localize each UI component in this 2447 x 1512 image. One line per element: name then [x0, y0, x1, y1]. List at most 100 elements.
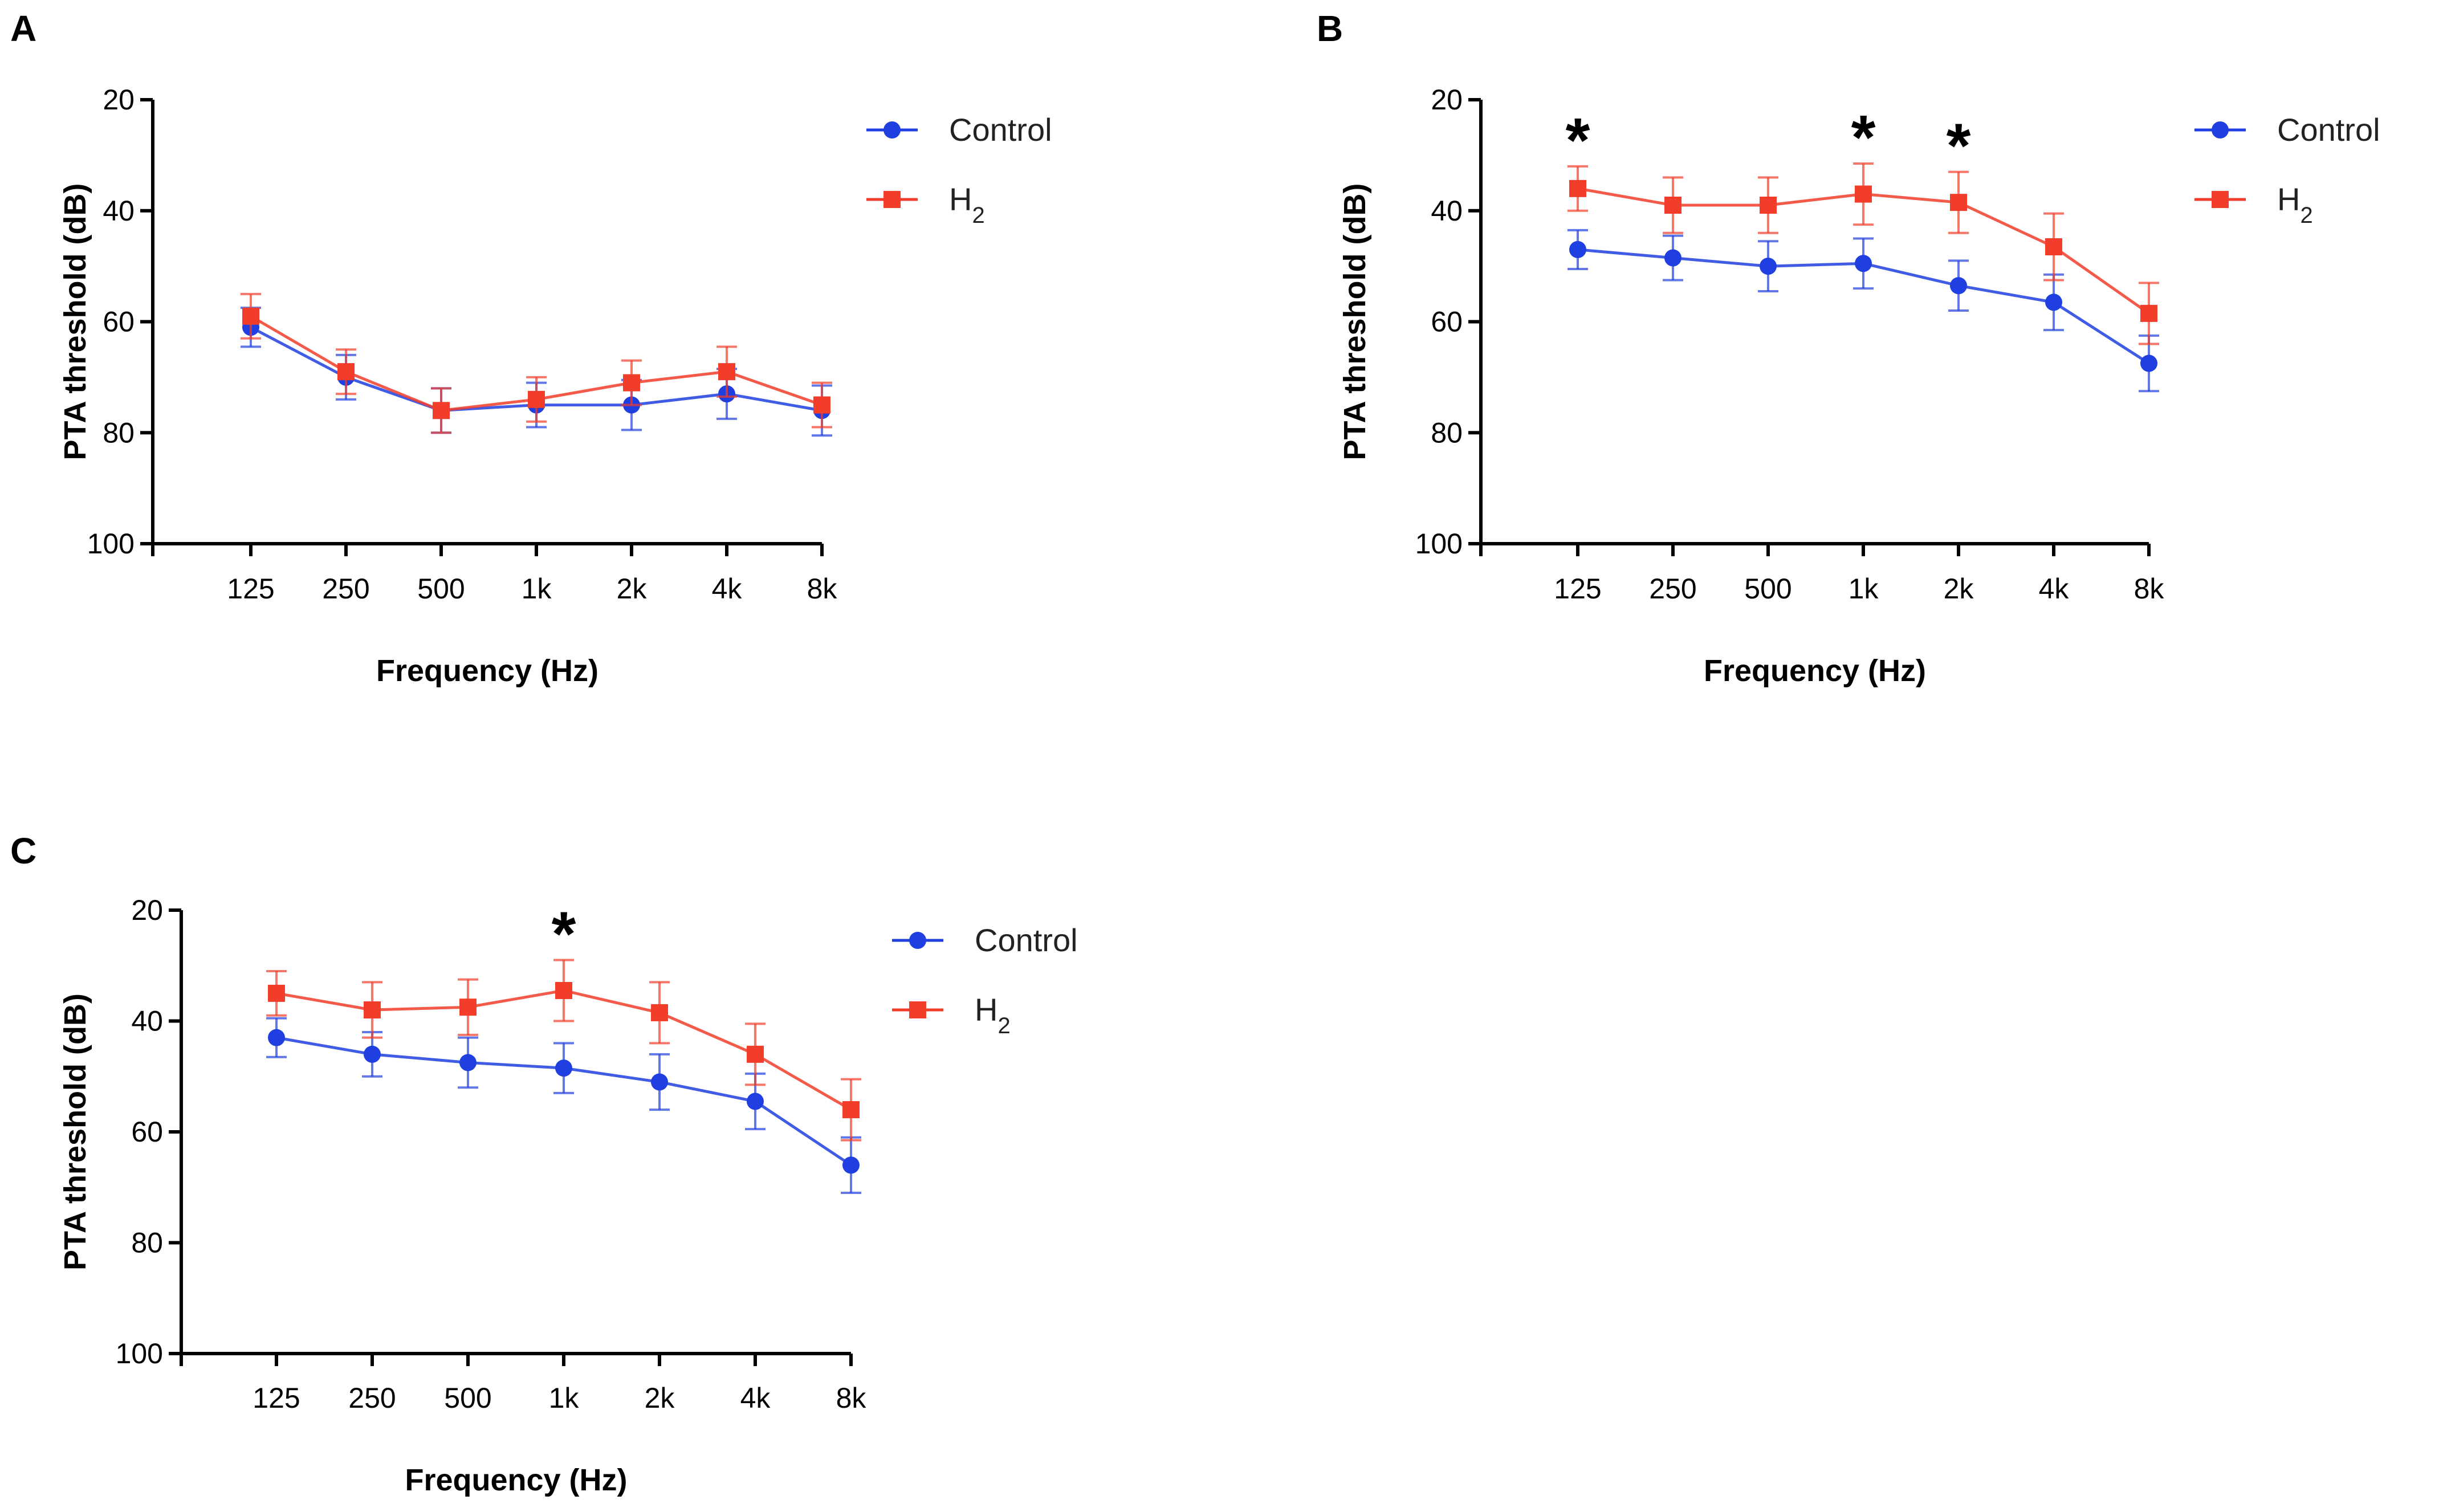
data-point — [528, 390, 545, 408]
x-tick-label: 250 — [322, 573, 369, 605]
y-tick-label: 20 — [103, 84, 135, 116]
y-tick-label: 100 — [116, 1338, 163, 1370]
legend-label: H2 — [975, 992, 1011, 1038]
x-tick-label: 4k — [740, 1382, 771, 1414]
data-point — [1569, 241, 1586, 258]
significance-star: * — [1851, 103, 1876, 173]
x-tick-label: 250 — [348, 1382, 396, 1414]
legend-marker — [909, 932, 926, 949]
x-tick-label: 125 — [227, 573, 274, 605]
panel-letter: C — [10, 830, 36, 871]
x-tick-label: 500 — [444, 1382, 491, 1414]
data-point — [842, 1101, 860, 1119]
legend-label: H2 — [2277, 181, 2313, 228]
legend-label-subscript: 2 — [2300, 203, 2312, 228]
x-axis-title: Frequency (Hz) — [376, 654, 598, 688]
data-point — [1760, 197, 1777, 214]
legend-label: Control — [2277, 112, 2380, 148]
data-point — [651, 1073, 668, 1091]
data-point — [2140, 304, 2157, 322]
y-tick-label: 80 — [1431, 417, 1463, 449]
legend-marker — [883, 121, 901, 138]
data-point — [2045, 238, 2062, 256]
significance-star: * — [1947, 111, 1971, 181]
chart-panel-b: B 20 40 60 80 100 125 250 500 1k 2k 4k 8k Frequency (… — [1317, 8, 2380, 688]
legend: Control H2 — [892, 922, 1078, 1038]
legend-marker — [2212, 121, 2229, 138]
y-axis-title: PTA threshold (dB) — [58, 993, 92, 1270]
x-tick-label: 8k — [2134, 573, 2165, 605]
y-tick-label: 60 — [1431, 306, 1463, 338]
y-axis-title: PTA threshold (dB) — [58, 184, 92, 460]
series-h2 — [1567, 162, 2159, 345]
y-tick-label: 100 — [87, 528, 135, 560]
legend: Control H2 — [866, 112, 1052, 228]
legend-marker — [2212, 191, 2229, 208]
legend-label-subscript: 2 — [972, 203, 984, 228]
x-tick-label: 2k — [617, 573, 648, 605]
data-point — [842, 1156, 860, 1174]
data-point — [718, 363, 735, 381]
x-tick-label: 4k — [712, 573, 743, 605]
x-tick-label: 2k — [645, 1382, 675, 1414]
data-point — [459, 1054, 477, 1071]
data-point — [1664, 197, 1681, 214]
legend: Control H2 — [2194, 112, 2380, 228]
chart-panel-c: C 20 40 60 80 100 125 250 500 1k 2k 4k 8k Frequency (… — [10, 830, 1078, 1497]
data-point — [268, 984, 285, 1002]
data-point — [555, 1059, 572, 1077]
data-point — [555, 982, 572, 1000]
data-point — [1664, 249, 1681, 267]
y-tick-label: 100 — [1415, 528, 1463, 560]
data-point — [651, 1004, 668, 1021]
y-tick-label: 60 — [131, 1116, 163, 1148]
legend-label: Control — [975, 922, 1078, 958]
data-point — [433, 402, 450, 419]
y-tick-label: 60 — [103, 306, 135, 338]
y-tick-label: 40 — [131, 1005, 163, 1037]
x-tick-label: 125 — [253, 1382, 300, 1414]
significance-star: * — [552, 899, 576, 969]
series-control — [266, 1017, 861, 1194]
data-point — [1950, 194, 1967, 211]
data-point — [337, 363, 355, 381]
significance-star: * — [1566, 105, 1590, 176]
data-point — [1569, 180, 1586, 197]
data-point — [1950, 277, 1967, 295]
legend-label: H2 — [949, 181, 985, 228]
y-axis-title: PTA threshold (dB) — [1338, 184, 1372, 460]
y-tick-label: 40 — [103, 195, 135, 227]
x-axis-title: Frequency (Hz) — [1704, 654, 1926, 688]
data-point — [364, 1001, 381, 1019]
data-point — [2140, 354, 2157, 372]
x-tick-label: 500 — [417, 573, 465, 605]
legend-marker — [909, 1001, 926, 1018]
x-tick-label: 1k — [1849, 573, 1879, 605]
data-point — [268, 1029, 285, 1046]
data-point — [1855, 255, 1872, 272]
x-tick-label: 250 — [1649, 573, 1696, 605]
data-point — [1760, 258, 1777, 275]
data-point — [813, 396, 830, 414]
x-tick-label: 125 — [1554, 573, 1601, 605]
x-axis-title: Frequency (Hz) — [405, 1463, 627, 1497]
panel-letter: A — [10, 8, 36, 49]
data-point — [747, 1093, 764, 1110]
x-tick-label: 1k — [549, 1382, 580, 1414]
data-point — [747, 1045, 764, 1063]
panel-letter: B — [1317, 8, 1343, 49]
data-point — [242, 307, 259, 325]
x-tick-label: 500 — [1744, 573, 1792, 605]
chart-panel-a: A 20 40 60 80 100 125 250 500 1k 2k 4k 8k Frequency (… — [10, 8, 1052, 688]
series-h2 — [266, 959, 861, 1142]
series-h2 — [241, 292, 832, 434]
data-point — [364, 1045, 381, 1063]
x-tick-label: 4k — [2039, 573, 2070, 605]
y-tick-label: 80 — [103, 417, 135, 449]
y-tick-label: 80 — [131, 1227, 163, 1259]
legend-label: Control — [949, 112, 1052, 148]
x-tick-label: 8k — [807, 573, 838, 605]
series-control — [1567, 229, 2159, 393]
x-tick-label: 8k — [836, 1382, 867, 1414]
